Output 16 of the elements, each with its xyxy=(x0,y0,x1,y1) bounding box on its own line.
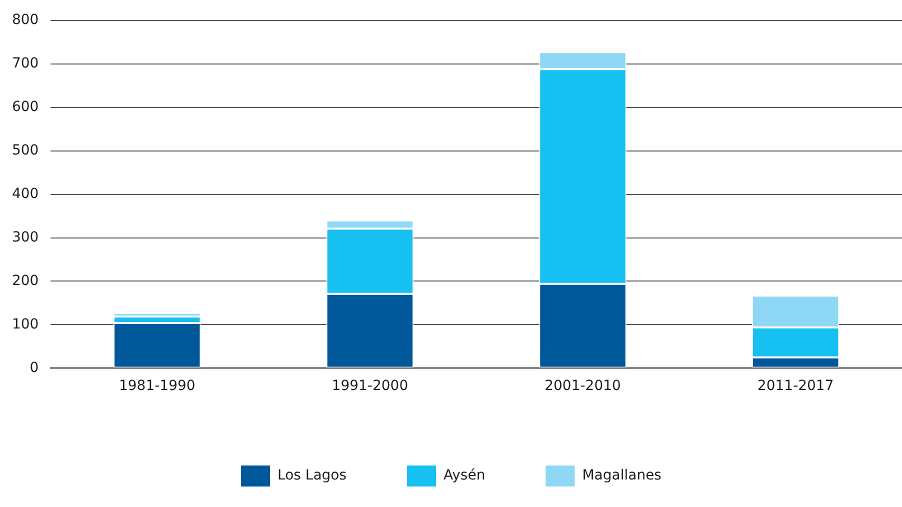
legend-label: Los Lagos xyxy=(278,468,347,484)
y-tick-label: 700 xyxy=(12,56,39,72)
y-tick-label: 600 xyxy=(12,98,39,115)
x-tick-label: 1991-2000 xyxy=(332,378,408,394)
y-tick-label: 800 xyxy=(12,12,39,28)
legend-label: Aysén xyxy=(444,468,486,484)
y-tick-label: 300 xyxy=(12,229,39,246)
x-tick-label: 1981-1990 xyxy=(118,378,196,394)
x-tick-label: 2001-2010 xyxy=(544,378,621,394)
x-tick-label: 2011-2017 xyxy=(757,378,834,394)
y-tick-label: 0 xyxy=(30,360,39,376)
y-tick-label: 100 xyxy=(12,316,39,332)
y-tick-label: 200 xyxy=(12,272,39,289)
legend-label: Magallanes xyxy=(582,468,662,484)
y-tick-label: 500 xyxy=(12,142,39,158)
y-tick-label: 400 xyxy=(12,186,39,202)
